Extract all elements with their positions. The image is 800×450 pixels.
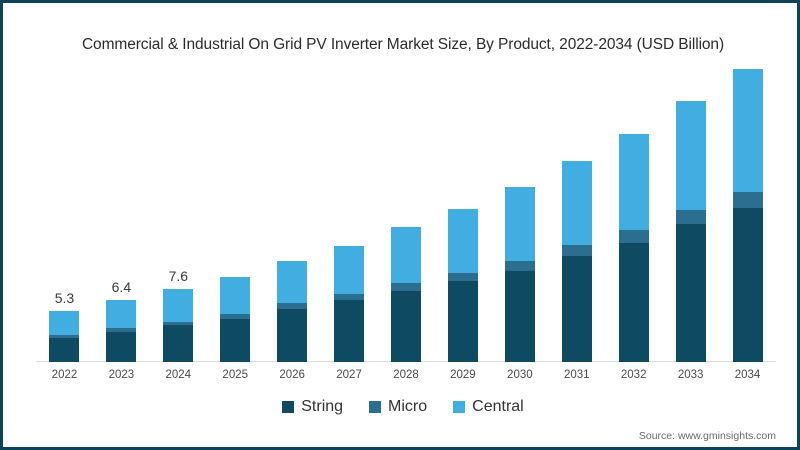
bar-group[interactable] (447, 209, 478, 362)
bar-segment-micro[interactable] (391, 283, 421, 291)
bar-segment-central[interactable] (163, 288, 194, 322)
chart-title: Commercial & Industrial On Grid PV Inver… (81, 36, 725, 53)
bar-group[interactable]: 7.6 (163, 268, 194, 362)
x-axis-label-2026: 2026 (279, 369, 305, 381)
bar-group[interactable] (277, 261, 308, 362)
bar-segment-micro[interactable] (618, 230, 649, 243)
legend-item-micro[interactable]: Micro (369, 398, 427, 416)
bar-segment-string[interactable] (106, 332, 137, 362)
bar-group[interactable]: 6.4 (106, 279, 137, 362)
bar-group[interactable] (732, 68, 763, 362)
x-axis-tick-labels: 2022 2023 2024 2025 2026 2027 2028 2029 2030 2031… (36, 369, 776, 389)
bar-segment-micro[interactable] (334, 293, 365, 301)
bar-segment-central[interactable] (675, 101, 706, 211)
legend-label: Central (472, 398, 524, 415)
bar-segment-central[interactable] (220, 277, 251, 314)
bar-group[interactable] (675, 101, 706, 362)
x-axis-label-2030: 2030 (507, 369, 533, 381)
bar-segment-micro[interactable] (163, 321, 194, 326)
bar-group[interactable] (618, 134, 649, 362)
bar-group[interactable]: 5.3 (49, 290, 80, 362)
bar-segment-central[interactable] (618, 134, 649, 231)
bar-segment-micro[interactable] (561, 244, 592, 257)
x-axis-label-2024: 2024 (165, 369, 192, 381)
bar-group[interactable] (504, 186, 535, 362)
bar-segment-micro[interactable] (732, 191, 763, 209)
bar-group[interactable] (334, 245, 365, 362)
bar-segment-central[interactable] (106, 300, 137, 329)
source-attribution: Source: www.gminsights.com (638, 430, 776, 442)
bar-segment-string[interactable] (447, 281, 478, 362)
x-axis-label-2025: 2025 (222, 369, 249, 381)
bar-segment-micro[interactable] (220, 313, 251, 319)
x-axis-label-2023: 2023 (108, 369, 135, 381)
bar-segment-central[interactable] (277, 261, 308, 304)
x-axis-label-2032: 2032 (620, 369, 647, 381)
chart-legend: String Micro Central (6, 398, 797, 416)
legend-swatch-icon (369, 401, 382, 413)
legend-item-central[interactable]: Central (453, 398, 524, 416)
x-axis-label-2027: 2027 (336, 369, 362, 381)
bar-segment-string[interactable] (561, 256, 592, 362)
bar-segment-micro[interactable] (504, 261, 535, 271)
bar-segment-string[interactable] (732, 208, 763, 362)
bar-segment-string[interactable] (391, 290, 421, 362)
x-axis-label-2022: 2022 (51, 369, 78, 381)
legend-label: Micro (388, 398, 428, 415)
bar-segment-central[interactable] (49, 311, 80, 336)
bar-value-label: 6.4 (111, 279, 132, 296)
bar-segment-micro[interactable] (675, 210, 706, 225)
bar-segment-string[interactable] (220, 318, 251, 362)
chart-canvas: Commercial & Industrial On Grid PV Inver… (6, 6, 794, 444)
bar-segment-micro[interactable] (277, 303, 308, 310)
x-axis-label-2028: 2028 (393, 369, 419, 381)
bar-value-label: 5.3 (54, 290, 75, 307)
bar-group[interactable] (220, 277, 251, 362)
legend-swatch-icon (282, 401, 295, 413)
bar-segment-micro[interactable] (106, 328, 137, 333)
bar-group[interactable] (561, 160, 592, 362)
bar-segment-central[interactable] (504, 186, 535, 262)
bar-segment-central[interactable] (391, 227, 421, 284)
bar-segment-string[interactable] (334, 300, 365, 362)
bar-segment-string[interactable] (49, 337, 80, 362)
bar-segment-central[interactable] (561, 160, 592, 245)
x-axis-label-2029: 2029 (450, 369, 476, 381)
bar-segment-micro[interactable] (49, 335, 80, 338)
bar-segment-central[interactable] (447, 209, 478, 273)
bar-value-label: 7.6 (168, 267, 189, 284)
legend-label: String (301, 398, 344, 415)
bar-segment-micro[interactable] (447, 272, 478, 282)
bar-segment-string[interactable] (277, 309, 308, 362)
bar-segment-string[interactable] (163, 325, 194, 362)
bar-segment-string[interactable] (618, 242, 649, 362)
bar-group[interactable] (391, 227, 421, 362)
bar-segment-central[interactable] (334, 245, 365, 294)
x-axis-label-2031: 2031 (563, 369, 590, 381)
bar-segment-string[interactable] (675, 224, 706, 362)
legend-item-string[interactable]: String (282, 398, 343, 416)
bar-segment-central[interactable] (732, 68, 763, 192)
x-axis-label-2034: 2034 (734, 369, 761, 381)
plot-area: 5.3 6.4 7.6 (36, 63, 776, 362)
x-axis-label-2033: 2033 (677, 369, 704, 381)
bar-segment-string[interactable] (504, 270, 535, 362)
legend-swatch-icon (453, 401, 466, 413)
